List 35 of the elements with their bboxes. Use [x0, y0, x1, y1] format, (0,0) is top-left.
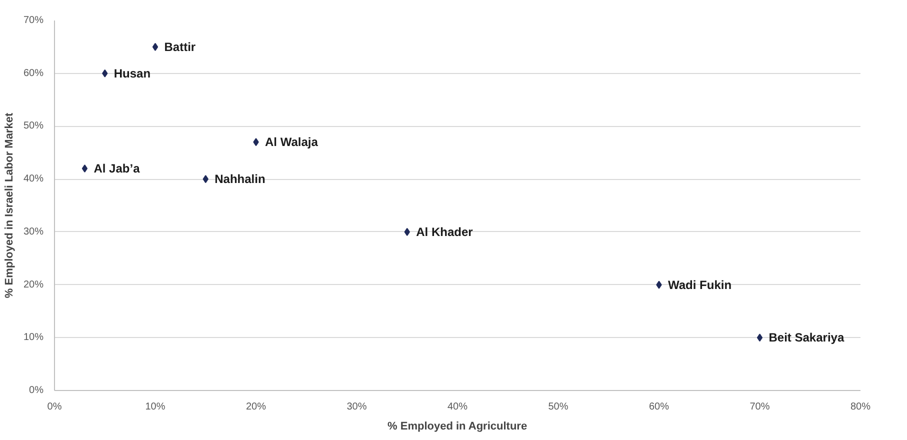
- x-axis-title: % Employed in Agriculture: [388, 420, 528, 432]
- point: [82, 164, 88, 172]
- y-tick-label: 0%: [29, 385, 44, 396]
- annotation: Nahhalin: [214, 172, 266, 186]
- x-tick-label: 80%: [850, 402, 871, 412]
- point: [102, 69, 108, 78]
- point: [656, 280, 662, 289]
- y-tick-label: 60%: [23, 68, 44, 79]
- annotation: Al Jab’a: [94, 162, 140, 176]
- y-tick-label: 30%: [23, 226, 44, 238]
- annotation: Husan: [114, 66, 151, 80]
- x-tick-label: 10%: [145, 402, 166, 412]
- x-tick-label: 50%: [548, 402, 568, 412]
- y-tick-label: 50%: [23, 120, 44, 132]
- point: [253, 138, 259, 146]
- y-tick-label: 20%: [23, 279, 44, 290]
- x-tick-label: 40%: [447, 402, 468, 412]
- x-tick-label: 70%: [750, 402, 770, 412]
- x-tick-label: 60%: [648, 402, 670, 412]
- x-tick-label: 30%: [346, 402, 367, 412]
- point: [152, 42, 158, 51]
- point: [756, 334, 763, 342]
- annotation: Beit Sakariya: [768, 330, 844, 345]
- annotation: Battir: [164, 40, 196, 54]
- point: [202, 175, 208, 184]
- y-axis-title: % Employed in Israeli Labor Market: [3, 112, 16, 298]
- y-tick-label: 70%: [23, 15, 44, 26]
- x-tick-label: 20%: [246, 402, 266, 412]
- annotation: Al Khader: [416, 224, 474, 239]
- point: [404, 228, 410, 236]
- x-tick-label: 0%: [47, 402, 62, 412]
- annotation: Wadi Fukin: [668, 278, 732, 292]
- annotation: Al Walaja: [265, 135, 318, 150]
- y-tick-label: 40%: [23, 174, 44, 185]
- y-tick-label: 10%: [23, 332, 44, 344]
